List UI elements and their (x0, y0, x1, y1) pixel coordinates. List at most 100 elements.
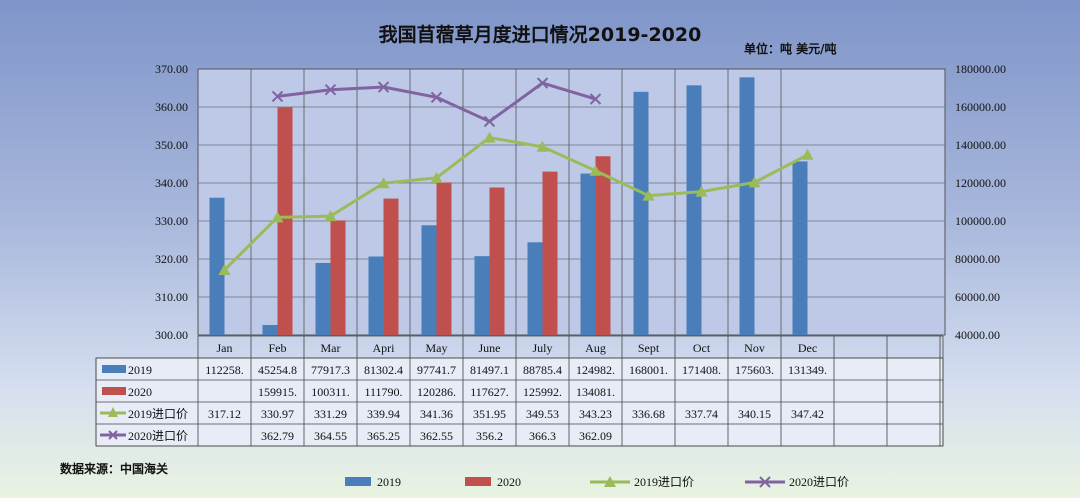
marker-2020进口价 (271, 90, 284, 103)
legend-swatch (759, 476, 771, 488)
bar-2019 (527, 242, 543, 335)
legend-key (108, 407, 118, 417)
table-cell: 343.23 (579, 407, 612, 421)
table-cell: 362.55 (420, 429, 453, 443)
chart-title: 我国苜蓿草月度进口情况2019-2020 (378, 24, 702, 46)
table-cell: 81497.1 (470, 363, 509, 377)
legend-label: 2019 (377, 475, 401, 489)
table-cell: 331.29 (314, 407, 347, 421)
table-cell: 366.3 (529, 429, 556, 443)
category-label: Aug (585, 341, 606, 355)
left-tick-label: 320.00 (155, 252, 188, 266)
plot-area (197, 68, 946, 336)
table-cell: 45254.8 (258, 363, 297, 377)
left-tick-label: 310.00 (155, 290, 188, 304)
right-tick-label: 80000.00 (955, 252, 1000, 266)
category-label: June (479, 341, 501, 355)
row-header: 2020进口价 (128, 429, 188, 443)
table-cell: 330.97 (261, 407, 294, 421)
bar-2019 (474, 256, 490, 335)
data-table: Jan Feb Mar Apri May June July Aug Sept Oct Nov Dec… (95, 335, 944, 447)
right-tick-label: 120000.00 (955, 176, 1006, 190)
legend: 2019 2020 2019进口价 2020进口价 (345, 475, 849, 489)
left-tick-label: 300.00 (155, 328, 188, 342)
category-label: Sept (638, 341, 660, 355)
table-cell: 125992. (523, 385, 562, 399)
marker-2019进口价 (642, 189, 655, 201)
right-tick-label: 140000.00 (955, 138, 1006, 152)
bar-2019 (686, 85, 702, 335)
table-cell: 120286. (417, 385, 456, 399)
bar-2019 (421, 225, 437, 335)
unit-label: 单位：吨 美元/吨 (744, 42, 837, 56)
marker-2019进口价 (483, 131, 496, 143)
legend-swatch (465, 477, 491, 486)
table-cell: 77917.3 (311, 363, 350, 377)
marker-2020进口价 (324, 84, 337, 96)
legend-key (108, 430, 118, 440)
bar-2020 (489, 187, 505, 335)
left-tick-label: 360.00 (155, 100, 188, 114)
marker-2020进口价 (536, 77, 549, 89)
right-tick-label: 180000.00 (955, 62, 1006, 76)
table-cell: 364.55 (314, 429, 347, 443)
right-tick-label: 60000.00 (955, 290, 1000, 304)
row-header: 2020 (128, 385, 152, 399)
left-tick-label: 340.00 (155, 176, 188, 190)
category-label: Feb (269, 341, 287, 355)
bar-2019 (262, 325, 278, 335)
marker-2019进口价 (801, 148, 814, 160)
bar-2019 (315, 262, 331, 335)
category-label: Mar (321, 341, 341, 355)
row-header: 2019 (128, 363, 152, 377)
bar-2020 (330, 220, 346, 335)
marker-2019进口价 (271, 211, 284, 223)
table-cell: 100311. (311, 385, 350, 399)
marker-2020进口价 (430, 91, 443, 104)
category-label: July (532, 341, 552, 355)
marker-2019进口价 (324, 210, 337, 222)
table-cell: 175603. (735, 363, 774, 377)
bar-2020 (383, 198, 399, 335)
bar-2019 (792, 161, 808, 335)
table-cell: 317.12 (208, 407, 241, 421)
right-tick-label: 100000.00 (955, 214, 1006, 228)
marker-2019进口价 (377, 177, 390, 189)
left-tick-label: 350.00 (155, 138, 188, 152)
bar-2019 (739, 77, 755, 335)
table-cell: 168001. (629, 363, 668, 377)
marker-2019进口价 (536, 140, 549, 152)
table-cell: 117627. (470, 385, 509, 399)
category-label: Dec (798, 341, 817, 355)
legend-swatch (345, 477, 371, 486)
row-header: 2019进口价 (128, 407, 188, 421)
table-cell: 349.53 (526, 407, 559, 421)
category-label: Oct (693, 341, 711, 355)
marker-2019进口价 (218, 263, 231, 275)
bar-2019 (580, 173, 596, 335)
table-cell: 159915. (258, 385, 297, 399)
left-tick-label: 330.00 (155, 214, 188, 228)
bar-2020 (436, 182, 452, 335)
legend-label: 2020进口价 (789, 475, 849, 489)
table-cell: 134081. (576, 385, 615, 399)
table-cell: 365.25 (367, 429, 400, 443)
table-cell: 336.68 (632, 407, 665, 421)
table-cell: 337.74 (685, 407, 718, 421)
table-cell: 124982. (576, 363, 615, 377)
table-cell: 112258. (205, 363, 244, 377)
bar-2020 (277, 107, 293, 335)
bar-2019 (368, 256, 384, 335)
right-tick-label: 40000.00 (955, 328, 1000, 342)
left-tick-label: 370.00 (155, 62, 188, 76)
right-tick-label: 160000.00 (955, 100, 1006, 114)
category-label: May (426, 341, 448, 355)
marker-2019进口价 (695, 185, 708, 197)
table-cell: 362.09 (579, 429, 612, 443)
category-label: Nov (744, 341, 765, 355)
table-cell: 171408. (682, 363, 721, 377)
table-cell: 347.42 (791, 407, 824, 421)
category-label: Apri (373, 341, 396, 355)
bar-2019 (209, 197, 225, 335)
